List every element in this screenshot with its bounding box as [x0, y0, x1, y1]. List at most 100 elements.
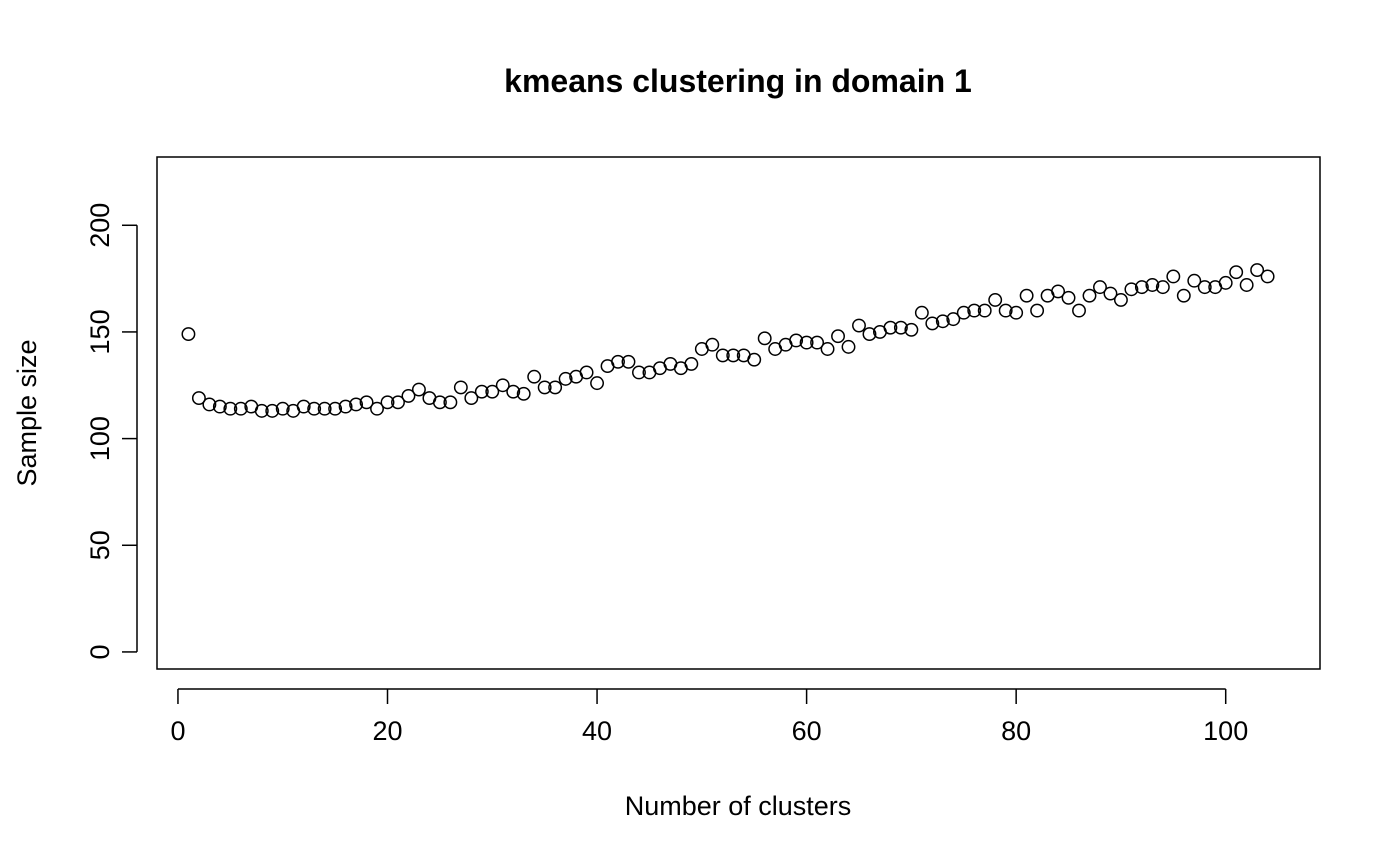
data-point: [1239, 278, 1254, 292]
data-point: [852, 318, 866, 333]
data-point: [579, 365, 594, 380]
y-tick-label: 150: [85, 309, 115, 354]
data-point: [632, 365, 646, 380]
data-point: [485, 384, 500, 399]
data-point: [464, 391, 479, 406]
data-point: [1134, 280, 1149, 295]
x-tick-label: 0: [170, 716, 185, 746]
data-point: [1145, 278, 1160, 292]
x-axis-label: Number of clusters: [625, 791, 852, 821]
data-point: [453, 380, 468, 395]
data-point: [1030, 303, 1045, 318]
data-point: [359, 395, 374, 410]
data-point: [1176, 288, 1191, 303]
data-point: [1009, 305, 1024, 320]
data-point: [590, 376, 605, 391]
data-point: [223, 401, 238, 416]
data-point: [998, 303, 1013, 318]
data-point: [883, 320, 898, 335]
data-point: [1113, 292, 1128, 307]
data-point: [1103, 286, 1118, 301]
data-point: [1260, 269, 1275, 284]
data-point: [443, 395, 458, 410]
data-point: [391, 395, 405, 410]
data-point: [1218, 275, 1233, 290]
data-point: [181, 327, 196, 342]
data-point: [862, 327, 877, 342]
data-point: [432, 395, 447, 410]
data-point: [904, 322, 919, 337]
data-point: [495, 378, 510, 393]
data-point: [317, 401, 332, 416]
data-point: [254, 403, 269, 418]
data-point: [684, 356, 699, 371]
data-point: [1197, 280, 1212, 295]
data-point: [1061, 290, 1076, 305]
data-point: [1166, 269, 1181, 284]
data-point: [914, 305, 929, 320]
plot-frame: [156, 156, 1321, 670]
data-point: [893, 320, 908, 335]
data-point: [506, 384, 521, 399]
data-point: [977, 303, 992, 318]
data-point: [349, 397, 364, 412]
y-axis: 0 50 100 150 200: [85, 203, 138, 659]
data-point: [1019, 288, 1034, 303]
data-point: [611, 354, 625, 369]
data-point: [328, 401, 343, 416]
y-tick-label: 100: [85, 416, 115, 461]
data-point: [233, 401, 248, 416]
y-tick-label: 50: [85, 530, 115, 560]
data-point: [537, 380, 552, 395]
data-point: [810, 335, 825, 350]
data-point: [1093, 280, 1107, 295]
data-point: [1072, 303, 1086, 318]
data-point: [789, 333, 804, 348]
x-axis: 0 20 40 60 80 100: [170, 688, 1248, 746]
data-point: [1051, 284, 1066, 299]
data-point: [831, 329, 845, 344]
data-point: [516, 386, 531, 401]
data-point: [705, 337, 720, 352]
data-point: [411, 382, 426, 397]
data-point: [548, 380, 563, 395]
data-point: [202, 397, 217, 412]
data-point: [212, 399, 227, 414]
x-tick-label: 40: [582, 716, 612, 746]
data-point: [726, 348, 741, 363]
data-point: [621, 354, 636, 369]
data-point: [1229, 265, 1244, 280]
data-point: [380, 395, 395, 410]
x-tick-label: 20: [372, 716, 402, 746]
data-point: [1124, 282, 1139, 297]
data-point: [747, 352, 762, 367]
y-tick-label: 0: [85, 644, 115, 659]
data-point: [296, 399, 311, 414]
y-tick-label: 200: [85, 203, 115, 248]
data-point: [338, 399, 353, 414]
data-point: [967, 303, 982, 318]
data-point: [935, 314, 950, 329]
data-point: [1187, 273, 1202, 288]
x-tick-label: 80: [1001, 716, 1031, 746]
data-point: [956, 305, 971, 320]
data-point: [757, 331, 772, 346]
data-point: [265, 403, 280, 418]
data-point: [1155, 280, 1170, 295]
data-point: [841, 339, 856, 354]
data-point: [307, 401, 322, 416]
chart-title: kmeans clustering in domain 1: [504, 63, 972, 99]
x-tick-label: 100: [1203, 716, 1248, 746]
data-point: [275, 401, 290, 416]
data-point: [191, 391, 206, 406]
x-tick-label: 60: [792, 716, 822, 746]
data-points: [181, 263, 1275, 418]
data-point: [715, 348, 730, 363]
data-point: [820, 342, 835, 356]
data-point: [401, 388, 416, 403]
data-point: [474, 384, 489, 399]
data-point: [1082, 288, 1097, 303]
data-point: [988, 292, 1003, 307]
data-point: [946, 312, 961, 327]
data-point: [1250, 263, 1265, 278]
